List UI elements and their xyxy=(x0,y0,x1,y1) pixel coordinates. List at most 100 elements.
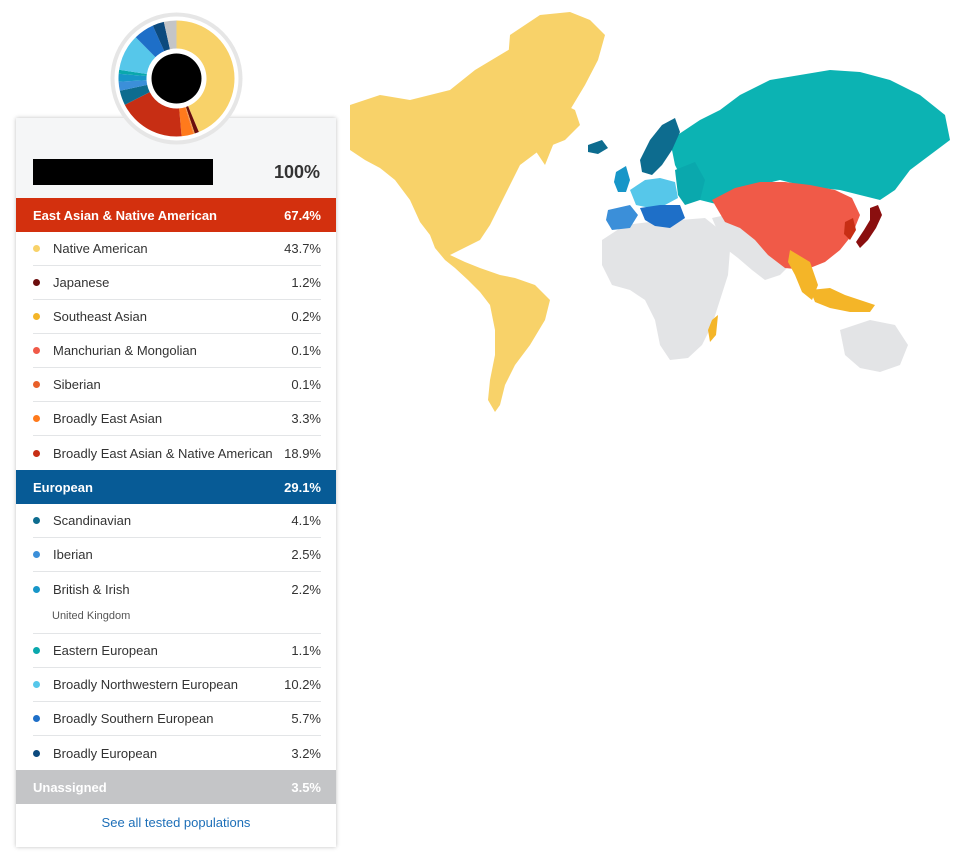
map-region-southern-europe xyxy=(640,205,685,228)
population-value: 4.1% xyxy=(291,513,321,528)
color-dot xyxy=(33,381,40,388)
population-label: Eastern European xyxy=(53,643,158,658)
population-row-japanese[interactable]: Japanese 1.2% xyxy=(33,266,321,300)
donut-segment xyxy=(135,25,165,58)
color-dot xyxy=(33,749,40,757)
population-value: 0.1% xyxy=(291,343,321,358)
map-region-scandinavia xyxy=(640,118,680,175)
donut-center xyxy=(151,53,202,104)
color-dot xyxy=(33,647,40,654)
population-value: 10.2% xyxy=(284,677,321,692)
color-dot xyxy=(33,347,40,354)
map-region-madagascar xyxy=(708,315,718,342)
population-label: Broadly European xyxy=(53,745,158,761)
population-row-broadly-southern-european[interactable]: Broadly Southern European 5.7% xyxy=(33,702,321,736)
donut-segment xyxy=(179,107,194,137)
population-row-scandinavian[interactable]: Scandinavian 4.1% xyxy=(33,504,321,538)
ancestry-donut-chart xyxy=(109,11,244,146)
color-dot xyxy=(33,415,40,422)
map-region-russia-central-asia xyxy=(670,70,950,205)
redacted-name xyxy=(33,159,213,185)
population-row-british-irish[interactable]: British & Irish 2.2% United Kingdom xyxy=(33,572,321,634)
color-dot xyxy=(33,313,40,320)
world-map xyxy=(350,12,950,412)
see-all-populations-link[interactable]: See all tested populations xyxy=(101,814,251,830)
map-region-korea xyxy=(844,218,856,240)
population-label: Iberian xyxy=(53,547,93,562)
color-dot xyxy=(33,681,40,688)
population-value: 5.7% xyxy=(291,711,321,726)
population-value: 18.9% xyxy=(284,445,321,461)
population-row-broadly-east-asian[interactable]: Broadly East Asian 3.3% xyxy=(33,402,321,436)
map-region-greenland xyxy=(508,12,605,165)
donut-segment xyxy=(118,69,147,77)
population-label: Broadly Northwestern European xyxy=(53,677,238,692)
total-row: 100% xyxy=(16,118,336,198)
map-region-china-mongolia xyxy=(712,182,860,270)
population-row-iberian[interactable]: Iberian 2.5% xyxy=(33,538,321,572)
population-label: Native American xyxy=(53,241,148,256)
population-row-siberian[interactable]: Siberian 0.1% xyxy=(33,368,321,402)
category-european[interactable]: European 29.1% xyxy=(16,470,336,504)
donut-segment xyxy=(185,106,195,134)
donut-segment xyxy=(185,107,194,134)
population-row-broadly-east-asian-native-american[interactable]: Broadly East Asian & Native American 18.… xyxy=(33,436,321,470)
color-dot xyxy=(33,517,40,524)
donut-segment xyxy=(185,107,195,134)
donut-segment xyxy=(119,84,150,105)
category-label: European xyxy=(33,479,93,495)
total-value: 100% xyxy=(273,162,320,182)
donut-segment xyxy=(163,20,177,50)
population-label: Broadly East Asian xyxy=(53,411,163,426)
population-row-native-american[interactable]: Native American 43.7% xyxy=(33,232,321,266)
donut-segment xyxy=(118,73,147,82)
map-region-australia xyxy=(840,320,908,372)
donut-segment xyxy=(118,80,148,91)
population-value: 0.2% xyxy=(291,309,321,324)
donut-segments xyxy=(118,20,235,137)
population-row-eastern-european[interactable]: Eastern European 1.1% xyxy=(33,634,321,668)
map-region-africa xyxy=(602,218,730,360)
population-label: Southeast Asian xyxy=(53,309,147,324)
map-region-japan xyxy=(856,205,882,248)
population-value: 1.1% xyxy=(291,643,321,658)
color-dot xyxy=(33,279,40,286)
population-row-broadly-european[interactable]: Broadly European 3.2% xyxy=(33,736,321,770)
population-row-manchurian-mongolian[interactable]: Manchurian & Mongolian 0.1% xyxy=(33,334,321,368)
color-dot xyxy=(33,715,40,722)
population-value: 0.1% xyxy=(291,377,321,392)
donut-segment xyxy=(124,92,182,137)
population-value: 3.2% xyxy=(291,745,321,761)
ancestry-composition-panel: 100% East Asian & Native American 67.4% … xyxy=(16,118,336,847)
color-dot xyxy=(33,586,40,593)
population-label: Siberian xyxy=(53,377,101,392)
population-label: Broadly Southern European xyxy=(53,711,214,726)
population-value: 43.7% xyxy=(284,241,321,256)
population-row-broadly-northwestern-european[interactable]: Broadly Northwestern European 10.2% xyxy=(33,668,321,702)
population-sublabel: United Kingdom xyxy=(52,610,131,622)
population-value: 2.2% xyxy=(291,582,321,597)
map-region-southeast-asia xyxy=(788,250,818,300)
category-label: Unassigned xyxy=(33,779,107,795)
donut-segment xyxy=(176,20,235,133)
category-east-asian-native-american[interactable]: East Asian & Native American 67.4% xyxy=(16,198,336,232)
donut-segment xyxy=(185,106,199,134)
category-value: 67.4% xyxy=(284,207,321,223)
category-value: 29.1% xyxy=(284,479,321,495)
color-dot xyxy=(33,245,40,252)
map-region-eastern-europe xyxy=(675,162,705,205)
map-region-americas xyxy=(350,40,580,412)
map-region-iceland xyxy=(588,140,608,154)
population-label: Japanese xyxy=(53,275,110,290)
population-label: Manchurian & Mongolian xyxy=(53,343,197,358)
map-region-iberia xyxy=(606,205,638,230)
map-region-northwestern-europe xyxy=(630,178,678,208)
category-label: East Asian & Native American xyxy=(33,207,217,223)
population-value: 3.3% xyxy=(291,411,321,426)
category-unassigned[interactable]: Unassigned 3.5% xyxy=(16,770,336,804)
color-dot xyxy=(33,449,40,457)
population-row-southeast-asian[interactable]: Southeast Asian 0.2% xyxy=(33,300,321,334)
color-dot xyxy=(33,551,40,558)
population-label: British & Irish xyxy=(53,582,130,597)
map-region-british-isles xyxy=(614,166,630,192)
